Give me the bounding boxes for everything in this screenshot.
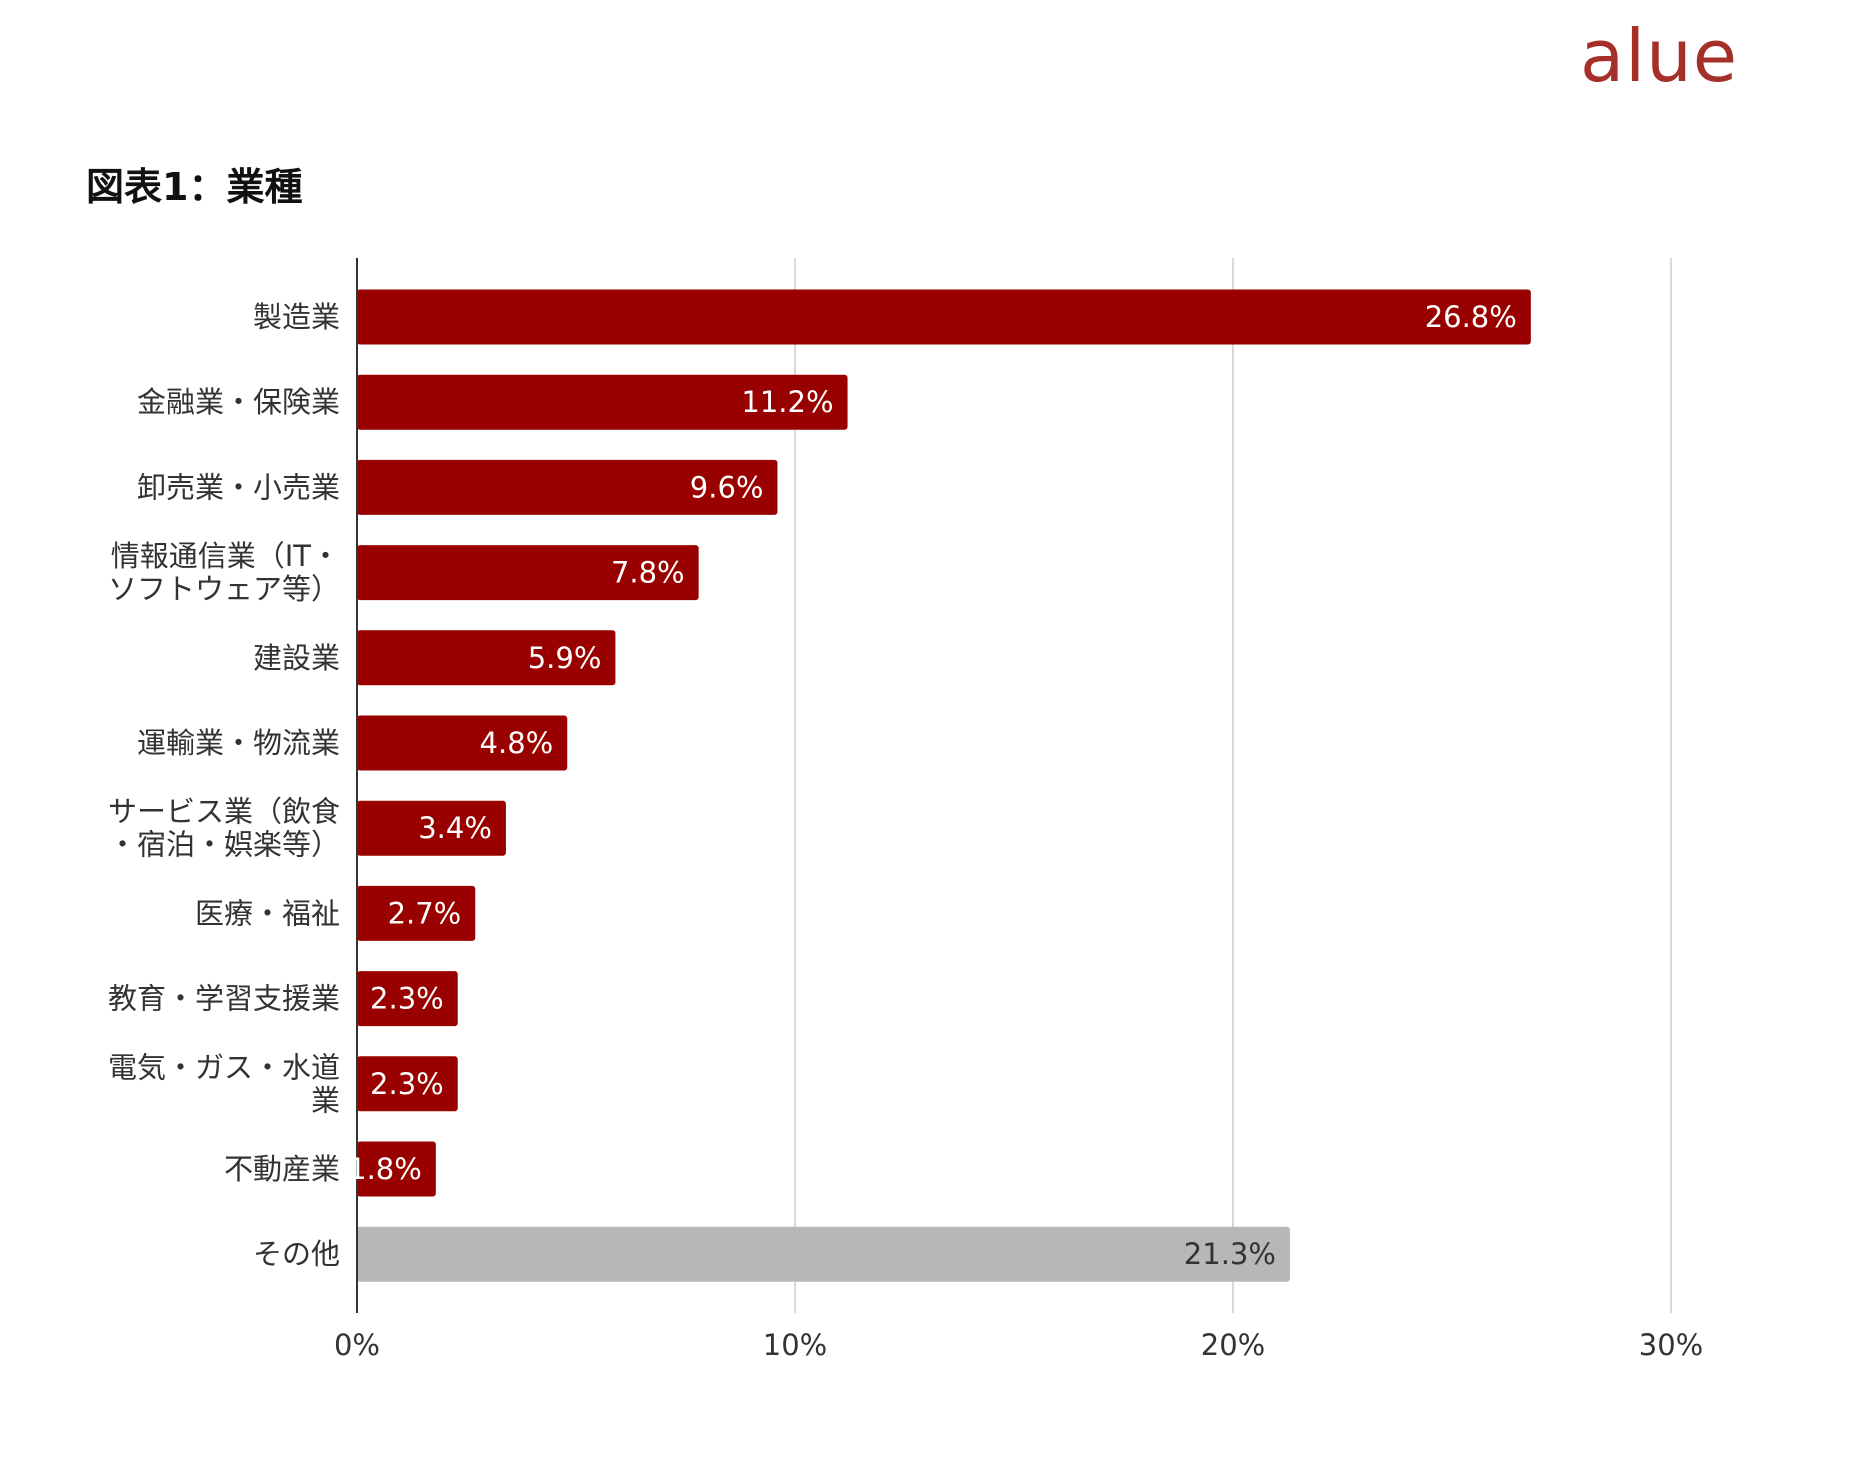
bar-value-label: 7.8% bbox=[611, 556, 685, 590]
bar bbox=[357, 715, 568, 771]
bar-value-label: 2.3% bbox=[370, 982, 444, 1016]
category-label: 教育・学習支援業 bbox=[108, 982, 340, 1016]
bar-value-label: 4.8% bbox=[480, 726, 554, 760]
bar-value-label: 3.4% bbox=[418, 811, 492, 845]
category-label: ソフトウェア等） bbox=[108, 572, 340, 606]
category-label: 情報通信業（IT・ bbox=[111, 539, 340, 573]
bar-value-label: 9.6% bbox=[690, 470, 764, 504]
bar bbox=[357, 971, 458, 1027]
grid-lines bbox=[794, 258, 1672, 1313]
category-label: 電気・ガス・水道 bbox=[108, 1050, 340, 1084]
category-label: 業 bbox=[311, 1083, 340, 1117]
bar bbox=[357, 545, 699, 601]
x-tick-label: 10% bbox=[763, 1328, 827, 1362]
category-label: 卸売業・小売業 bbox=[137, 470, 340, 504]
bar-value-label: 5.9% bbox=[528, 641, 602, 675]
bar bbox=[357, 459, 778, 515]
bar-value-label: 2.7% bbox=[388, 896, 462, 930]
category-label: 医療・福祉 bbox=[195, 896, 340, 930]
bar bbox=[357, 1141, 436, 1197]
chart-title: 図表1：業種 bbox=[86, 165, 303, 209]
bar-value-label: 11.2% bbox=[741, 385, 833, 419]
bar bbox=[357, 630, 616, 686]
x-tick-label: 20% bbox=[1201, 1328, 1265, 1362]
bar bbox=[357, 289, 1531, 345]
category-label: 建設業 bbox=[253, 641, 340, 675]
bar bbox=[357, 1056, 458, 1112]
bar bbox=[357, 885, 476, 941]
bar bbox=[357, 374, 848, 430]
category-label: サービス業（飲食 bbox=[108, 795, 340, 829]
category-label: 製造業 bbox=[253, 300, 340, 334]
category-label: 金融業・保険業 bbox=[137, 385, 340, 419]
labels: 0% 10% 20% 30% 26.8% 製造業 11.2% 金融業・保険業 9.6% 卸売業・小… bbox=[108, 300, 1703, 1362]
bar bbox=[357, 1226, 1290, 1282]
category-label: 運輸業・物流業 bbox=[137, 726, 340, 760]
x-tick-label: 30% bbox=[1639, 1328, 1703, 1362]
bar-value-label: 21.3% bbox=[1184, 1237, 1276, 1271]
x-tick-label: 0% bbox=[334, 1328, 380, 1362]
category-label: 不動産業 bbox=[224, 1152, 340, 1186]
bar-value-label: 2.3% bbox=[370, 1067, 444, 1101]
category-label: ・宿泊・娯楽等） bbox=[108, 828, 340, 862]
brand-logo: alue bbox=[1580, 14, 1739, 98]
bars bbox=[357, 289, 1531, 1282]
bar-value-label: 26.8% bbox=[1425, 300, 1517, 334]
category-label: その他 bbox=[253, 1237, 340, 1271]
bar bbox=[357, 800, 506, 856]
bar-value-label: 1.8% bbox=[348, 1152, 422, 1186]
